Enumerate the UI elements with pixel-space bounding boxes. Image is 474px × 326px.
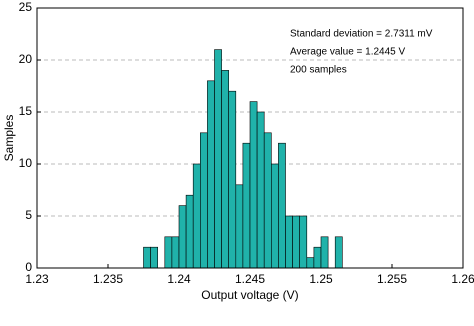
- bar: [320, 236, 329, 269]
- bar: [192, 163, 201, 269]
- bar: [207, 80, 215, 269]
- y-axis-label: Samples: [2, 115, 16, 162]
- y-tick-label: 10: [19, 156, 33, 170]
- bar: [334, 236, 343, 269]
- bar: [150, 246, 159, 269]
- annotation: Standard deviation = 2.7311 mV: [290, 29, 433, 40]
- bar: [228, 90, 237, 269]
- bar: [164, 236, 173, 269]
- bar: [214, 49, 222, 269]
- y-tick-label: 0: [25, 260, 32, 274]
- bar: [185, 194, 194, 269]
- x-tick-label: 1.25: [309, 272, 333, 286]
- bar: [306, 257, 315, 269]
- bar: [200, 132, 208, 269]
- bar: [143, 246, 151, 269]
- x-tick-label: 1.24: [167, 272, 191, 286]
- y-tick-label: 25: [19, 0, 33, 14]
- bar: [263, 132, 272, 269]
- x-axis-label: Output voltage (V): [201, 288, 298, 302]
- bar: [256, 111, 265, 269]
- bar: [278, 142, 286, 269]
- x-tick-label: 1.245: [235, 272, 265, 286]
- annotation: 200 samples: [290, 65, 347, 76]
- y-tick-label: 20: [19, 52, 33, 66]
- bar: [242, 142, 251, 269]
- bar: [292, 215, 301, 269]
- bar: [235, 184, 244, 269]
- x-tick-label: 1.255: [377, 272, 407, 286]
- bar: [313, 246, 322, 269]
- y-tick-label: 5: [25, 208, 32, 222]
- bar: [270, 163, 279, 269]
- bar: [171, 236, 180, 269]
- bar: [285, 215, 293, 269]
- bar: [221, 70, 230, 269]
- plot-frame: [36, 7, 464, 269]
- bar: [299, 215, 308, 269]
- x-tick-label: 1.23: [25, 272, 49, 286]
- y-tick-label: 15: [19, 104, 33, 118]
- x-tick-label: 1.235: [93, 272, 123, 286]
- x-tick-label: 1.26: [451, 272, 474, 286]
- bar: [249, 101, 258, 269]
- annotation: Average value = 1.2445 V: [290, 47, 406, 58]
- bar: [178, 205, 187, 269]
